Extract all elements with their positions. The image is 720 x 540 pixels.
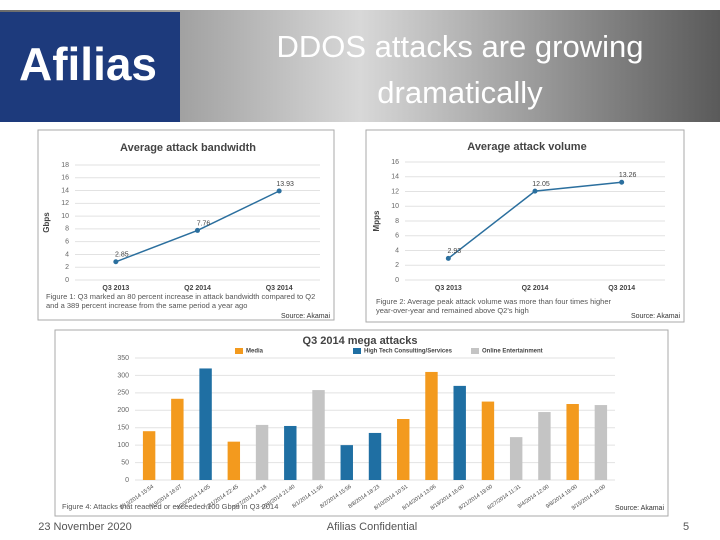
y-tick-label: 50 — [121, 459, 129, 466]
legend-label: High Tech Consulting/Services — [364, 349, 453, 355]
y-tick-label: 200 — [117, 407, 129, 414]
y-tick-label: 14 — [391, 174, 399, 181]
slide-title: DDOS attacks are growing dramatically — [276, 29, 644, 110]
data-label: 12.05 — [532, 181, 550, 188]
bar — [425, 371, 438, 480]
data-label: 7.76 — [197, 220, 211, 227]
source: Source: Akamai — [281, 313, 330, 320]
y-tick-label: 8 — [395, 218, 399, 225]
source: Source: Akamai — [631, 313, 680, 320]
y-tick-label: 150 — [117, 425, 129, 432]
x-tick-label: Q3 2014 — [608, 285, 635, 292]
chart-title: Average attack bandwidth — [120, 142, 256, 154]
chart-title: Average attack volume — [467, 141, 586, 153]
x-tick-label: Q3 2013 — [435, 285, 462, 292]
bar — [171, 398, 184, 480]
x-tick-label: Q2 2014 — [184, 285, 211, 292]
page-number: 5 — [683, 521, 689, 533]
point — [276, 188, 282, 194]
footer-confidential: Afilias Confidential — [327, 521, 418, 533]
y-tick-label: 16 — [391, 159, 399, 166]
data-label: 2.85 — [115, 252, 129, 259]
bar — [255, 424, 269, 480]
legend-swatch — [235, 348, 243, 354]
bar — [227, 441, 241, 480]
y-axis-label: Gbps — [42, 212, 51, 233]
y-tick-label: 14 — [61, 187, 69, 194]
y-tick-label: 16 — [61, 175, 69, 182]
caption: Figure 1: Q3 marked an 80 percent increa… — [46, 292, 316, 310]
caption: Figure 2: Average peak attack volume was… — [376, 297, 611, 315]
logo: Afilias — [19, 38, 157, 90]
bar — [142, 431, 156, 480]
x-tick-label: Q2 2014 — [522, 285, 549, 292]
y-tick-label: 350 — [117, 355, 129, 362]
bar — [340, 445, 353, 480]
y-tick-label: 4 — [395, 247, 399, 254]
point — [619, 179, 625, 185]
bar — [284, 425, 297, 480]
y-tick-label: 12 — [391, 188, 399, 195]
chart-title: Q3 2014 mega attacks — [303, 335, 418, 347]
footer-date: 23 November 2020 — [38, 521, 132, 533]
x-tick-label: Q3 2014 — [266, 285, 293, 292]
y-tick-label: 10 — [61, 213, 69, 220]
y-axis-label: Mpps — [372, 210, 381, 231]
y-tick-label: 0 — [395, 277, 399, 284]
logo-box — [0, 12, 180, 122]
y-tick-label: 12 — [61, 200, 69, 207]
y-tick-label: 100 — [117, 442, 129, 449]
y-tick-label: 300 — [117, 372, 129, 379]
bar — [199, 368, 212, 480]
bar — [481, 401, 495, 480]
y-tick-label: 2 — [395, 262, 399, 269]
bar — [509, 437, 523, 480]
bar — [368, 432, 382, 480]
x-tick-label: Q3 2013 — [102, 285, 129, 292]
bar — [538, 412, 551, 480]
caption: Figure 4: Attacks that reached or exceed… — [62, 502, 279, 511]
y-tick-label: 2 — [65, 264, 69, 271]
data-label: 13.93 — [276, 181, 294, 188]
panel — [54, 329, 669, 517]
source: Source: Akamai — [615, 505, 664, 512]
point — [113, 259, 119, 265]
point — [195, 227, 200, 233]
panel — [37, 129, 335, 321]
bar — [594, 405, 608, 480]
bar — [566, 404, 579, 480]
point — [532, 188, 538, 194]
bar — [312, 390, 325, 480]
bar — [397, 419, 410, 480]
y-tick-label: 6 — [395, 233, 399, 240]
y-tick-label: 0 — [125, 477, 129, 484]
y-tick-label: 6 — [65, 239, 69, 246]
legend-swatch — [471, 348, 479, 354]
data-label: 2.93 — [448, 248, 462, 255]
y-tick-label: 0 — [65, 277, 69, 284]
y-tick-label: 8 — [65, 226, 69, 233]
y-tick-label: 10 — [391, 203, 399, 210]
point — [445, 255, 451, 261]
bar — [453, 385, 466, 480]
y-tick-label: 18 — [61, 162, 69, 169]
y-tick-label: 250 — [117, 390, 129, 397]
legend-swatch — [353, 348, 361, 354]
y-tick-label: 4 — [65, 251, 69, 258]
legend-label: Online Entertainment — [482, 349, 543, 355]
data-label: 13.26 — [619, 172, 637, 179]
legend-label: Media — [246, 349, 264, 355]
panel — [365, 129, 685, 323]
